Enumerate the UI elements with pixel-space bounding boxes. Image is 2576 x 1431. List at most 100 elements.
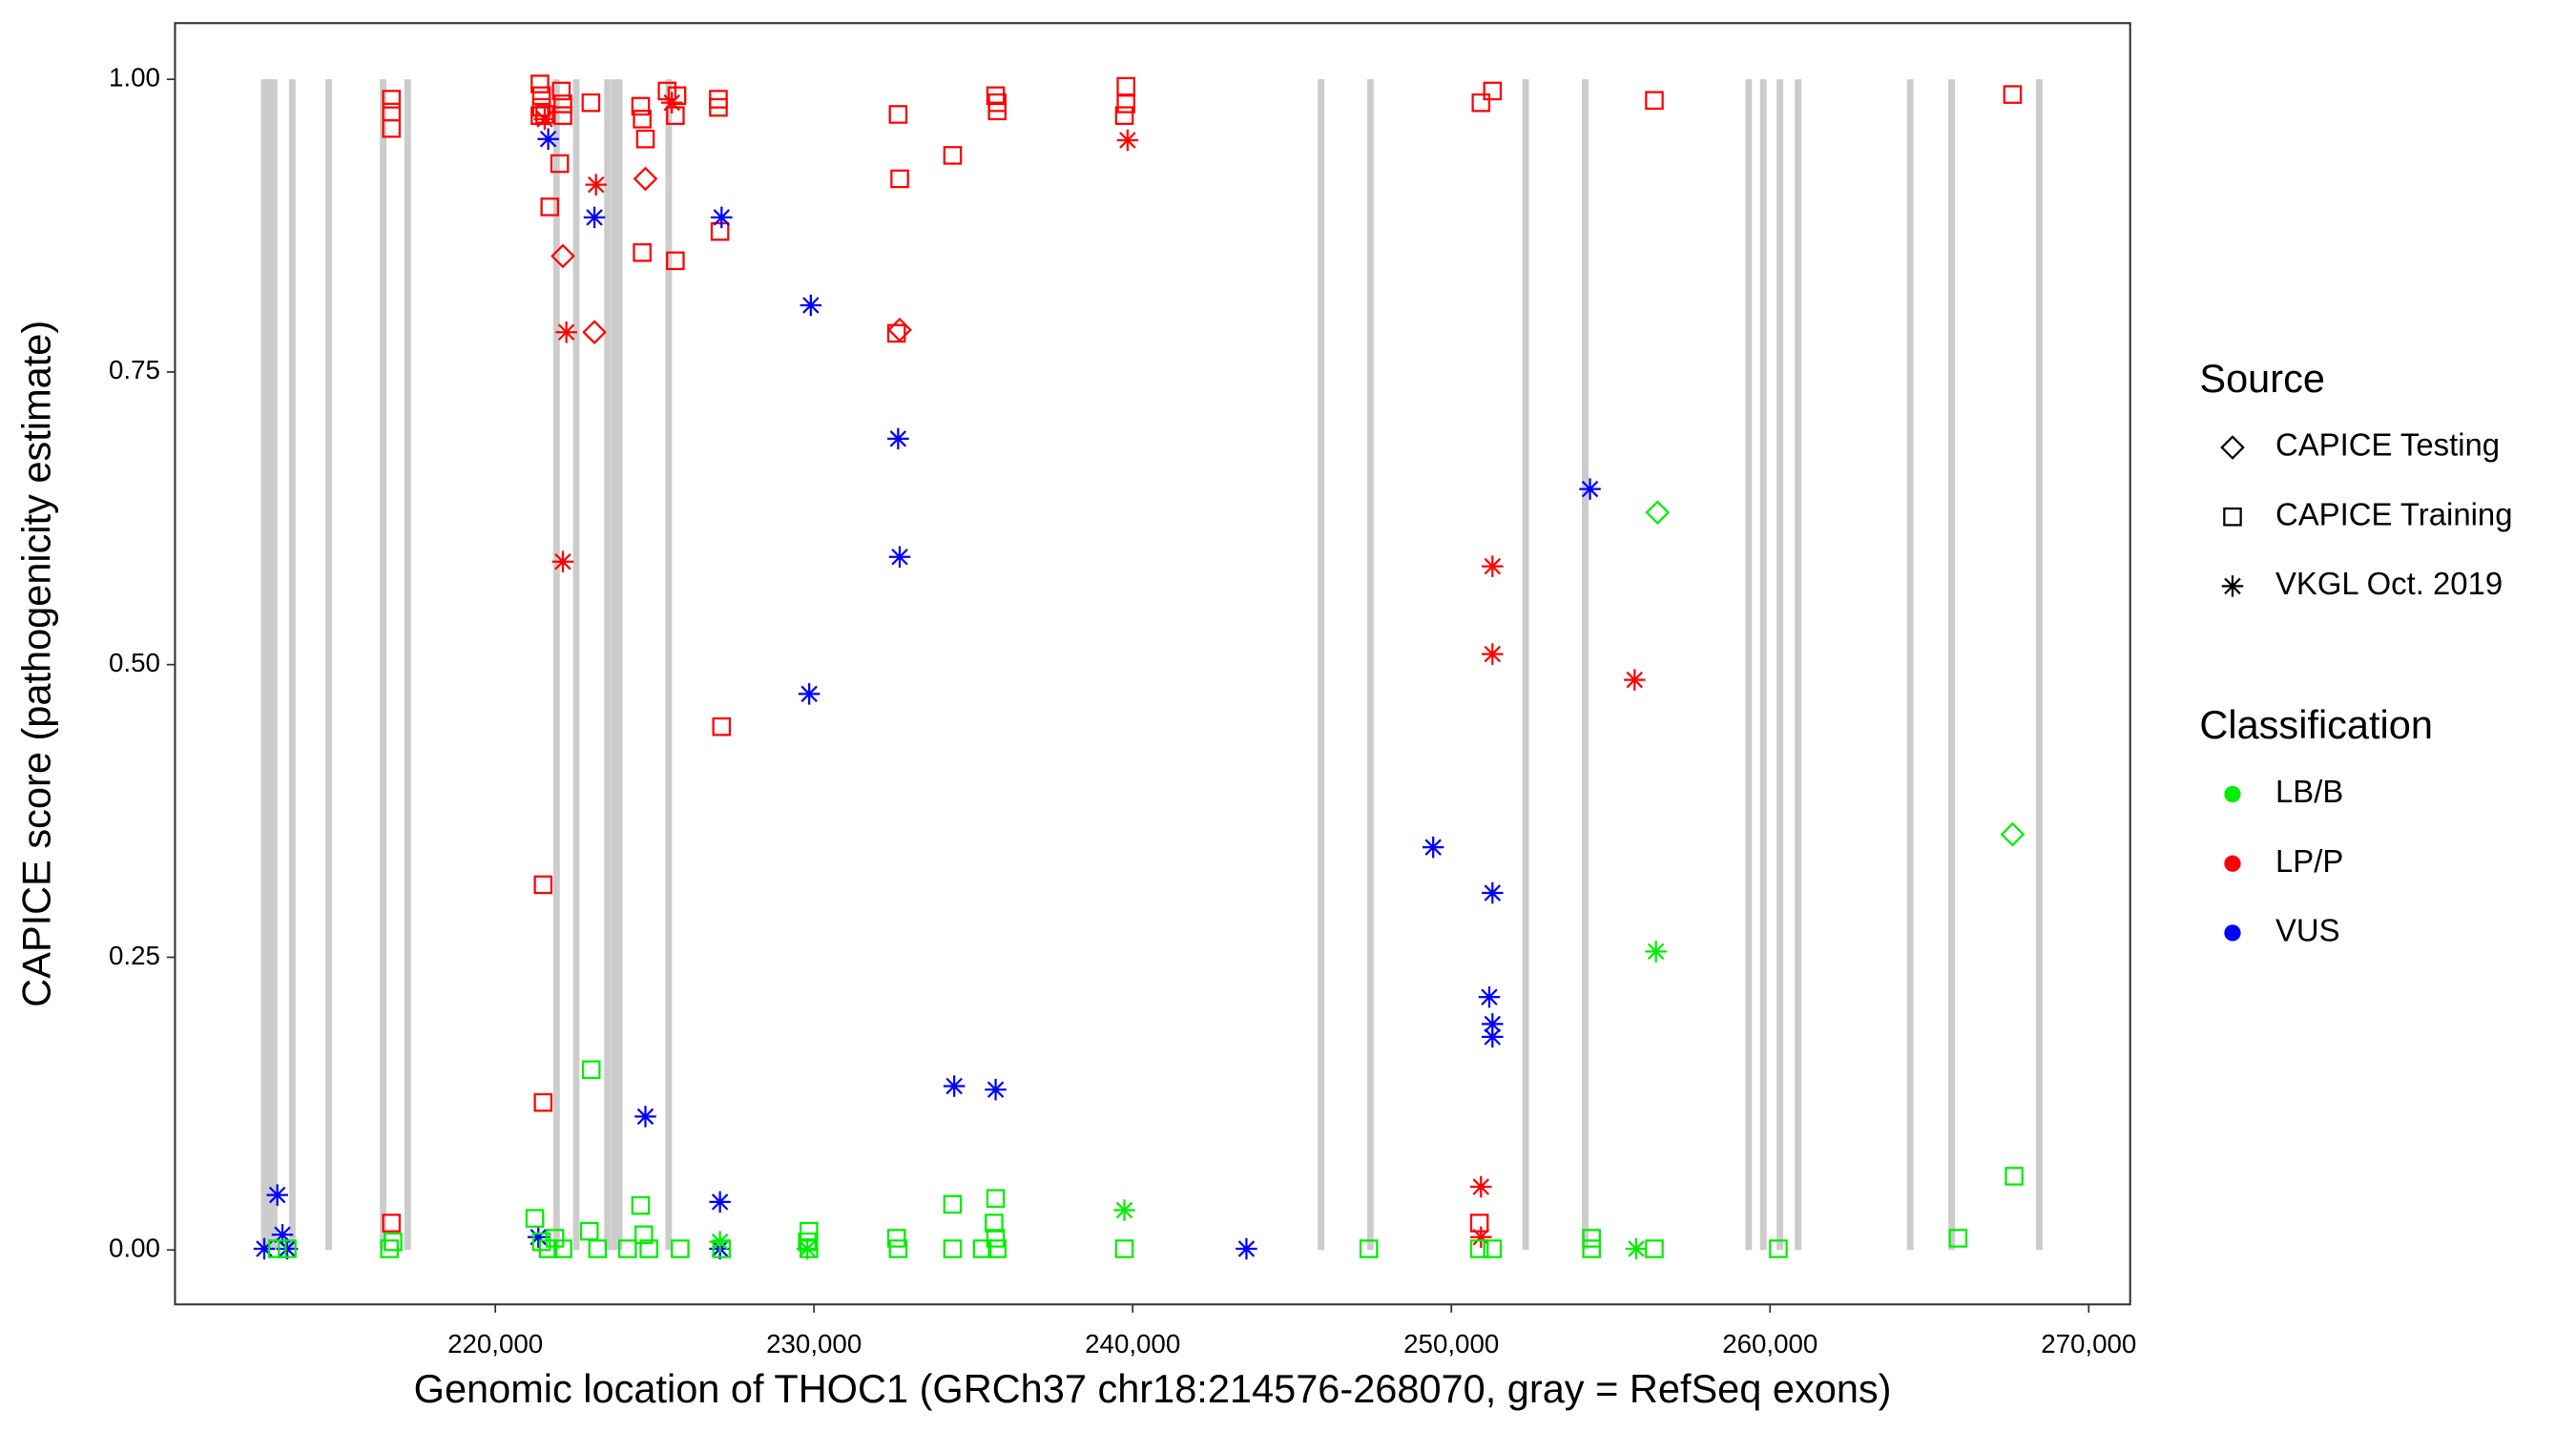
asterisk-point [800, 294, 822, 317]
square-point [1116, 94, 1135, 114]
square-point [1483, 81, 1503, 101]
square-point [943, 146, 963, 165]
square-point [986, 1229, 1006, 1248]
asterisk-point [1116, 129, 1139, 152]
y-tick-label: 0.25 [109, 941, 160, 970]
x-tick-label: 220,000 [447, 1329, 543, 1358]
square-point [2005, 1167, 2024, 1186]
square-point [633, 110, 652, 129]
square-point [553, 106, 572, 125]
square-point [666, 251, 685, 271]
x-tick-label: 240,000 [1085, 1329, 1180, 1358]
square-point [635, 129, 655, 149]
square-point [943, 1239, 963, 1258]
square-point [531, 86, 551, 106]
asterisk-point [1625, 1237, 1648, 1260]
legend-marker [2220, 435, 2245, 460]
square-point [588, 1239, 608, 1258]
square-point [382, 90, 402, 109]
square-point [278, 1239, 297, 1258]
diamond-point [2000, 821, 2025, 847]
square-point [886, 323, 906, 343]
asterisk-point [1624, 669, 1646, 691]
legend-label: LB/B [2275, 774, 2343, 809]
square-point [886, 1229, 906, 1248]
asterisk-point [583, 206, 606, 229]
asterisk-point [533, 108, 556, 131]
square-point [890, 169, 909, 189]
square-point [671, 1239, 690, 1258]
asterisk-point [1482, 643, 1504, 665]
x-tick-label: 270,000 [2041, 1329, 2136, 1358]
square-point [1471, 93, 1491, 113]
asterisk-point [555, 321, 577, 343]
x-tick-label: 230,000 [766, 1329, 862, 1358]
y-tick-label: 0.00 [109, 1234, 160, 1263]
square-point [631, 96, 651, 116]
legend-marker [2224, 785, 2241, 803]
x-tick-label: 260,000 [1722, 1329, 1818, 1358]
legend-marker [2221, 575, 2244, 597]
square-point [987, 1239, 1008, 1258]
square-point [1582, 1229, 1601, 1248]
square-point [533, 875, 553, 895]
legend-label: CAPICE Training [2275, 496, 2513, 531]
square-point [1483, 1239, 1503, 1258]
square-point [639, 1239, 658, 1258]
legend-marker [2223, 507, 2242, 527]
asterisk-point [798, 683, 821, 705]
legend-label: CAPICE Testing [2275, 427, 2500, 463]
square-point [550, 154, 570, 174]
square-point [1582, 1239, 1601, 1258]
square-point [1645, 91, 1664, 110]
square-point [581, 1060, 601, 1080]
asterisk-point [537, 128, 559, 150]
asterisk-point [888, 546, 911, 569]
square-point [710, 221, 730, 241]
asterisk-point [276, 1237, 299, 1260]
asterisk-point [1470, 1226, 1492, 1248]
asterisk-point [1470, 1175, 1492, 1198]
square-point [382, 1213, 402, 1233]
diamond-point [551, 243, 575, 269]
asterisk-point [660, 92, 683, 114]
square-point [553, 94, 572, 114]
square-point [633, 242, 652, 262]
asterisk-point [271, 1224, 294, 1246]
square-point [1948, 1229, 1968, 1248]
square-point [986, 1189, 1006, 1209]
asterisk-point [266, 1184, 288, 1206]
square-point [384, 1232, 403, 1252]
asterisk-point [1579, 478, 1601, 500]
asterisk-point [253, 1237, 276, 1260]
square-point [1469, 1213, 1489, 1233]
square-point [553, 1239, 572, 1258]
square-point [1114, 106, 1134, 125]
asterisk-point [585, 174, 607, 196]
asterisk-point [711, 206, 733, 229]
y-tick-label: 1.00 [109, 62, 160, 92]
square-point [1769, 1239, 1788, 1258]
asterisk-point [1478, 985, 1501, 1008]
legend-marker [2224, 855, 2241, 872]
asterisk-point [1113, 1199, 1135, 1221]
square-point [1469, 1239, 1489, 1258]
asterisk-point [1482, 881, 1504, 904]
square-point [538, 1239, 558, 1258]
square-point [531, 1232, 551, 1252]
legend-label: LP/P [2275, 843, 2343, 879]
asterisk-point [985, 1078, 1007, 1101]
x-axis-title: Genomic location of THOC1 (GRCh37 chr18:… [414, 1366, 1892, 1411]
square-point [985, 1213, 1004, 1233]
legend-title: Classification [2199, 702, 2433, 747]
diamond-point [1645, 500, 1671, 526]
panel-border [174, 22, 2131, 1306]
square-point [634, 1225, 654, 1245]
legend-title: Source [2199, 356, 2325, 401]
asterisk-point [1482, 555, 1504, 577]
square-point [986, 86, 1006, 106]
y-axis-title: CAPICE score (pathogenicity estimate) [14, 321, 59, 1007]
square-point [631, 1195, 651, 1215]
